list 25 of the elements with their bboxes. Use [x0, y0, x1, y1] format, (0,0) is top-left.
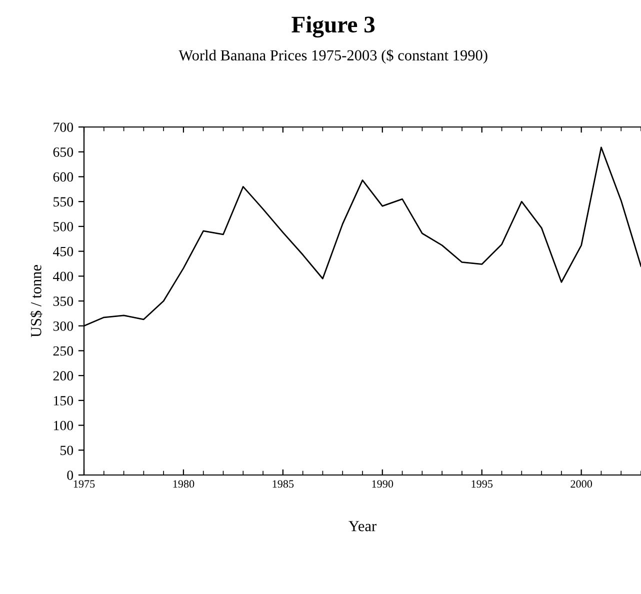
chart-subtitle: World Banana Prices 1975-2003 ($ constant 1990): [178, 49, 488, 64]
y-axis-title: US$ / tonne: [30, 265, 42, 338]
y-tick-label: 150: [54, 396, 74, 406]
y-tick-label: 450: [53, 246, 74, 256]
y-tick-label: 200: [53, 371, 74, 381]
y-tick-label: 250: [53, 346, 74, 356]
x-tick-label: 1995: [472, 480, 493, 488]
x-tick-label: 1975: [74, 480, 95, 488]
y-tick-label: 500: [54, 222, 74, 232]
chart-title: Figure 3: [292, 16, 375, 38]
x-tick-label: 1980: [173, 480, 194, 488]
y-tick-label: 600: [53, 172, 74, 182]
x-axis-title: Year: [348, 521, 376, 532]
y-tick-label: 300: [53, 321, 74, 331]
y-tick-label: 0: [67, 470, 74, 480]
y-tick-label: 550: [54, 197, 74, 207]
x-tick-label: 2000: [570, 480, 592, 488]
y-tick-label: 50: [60, 446, 74, 456]
x-tick-label: 1990: [372, 480, 394, 488]
y-tick-label: 100: [54, 420, 74, 430]
y-tick-label: 650: [53, 147, 74, 157]
y-tick-label: 400: [53, 272, 74, 282]
y-tick-label: 350: [53, 296, 74, 306]
y-tick-label: 700: [54, 122, 74, 132]
x-tick-label: 1985: [272, 480, 294, 488]
